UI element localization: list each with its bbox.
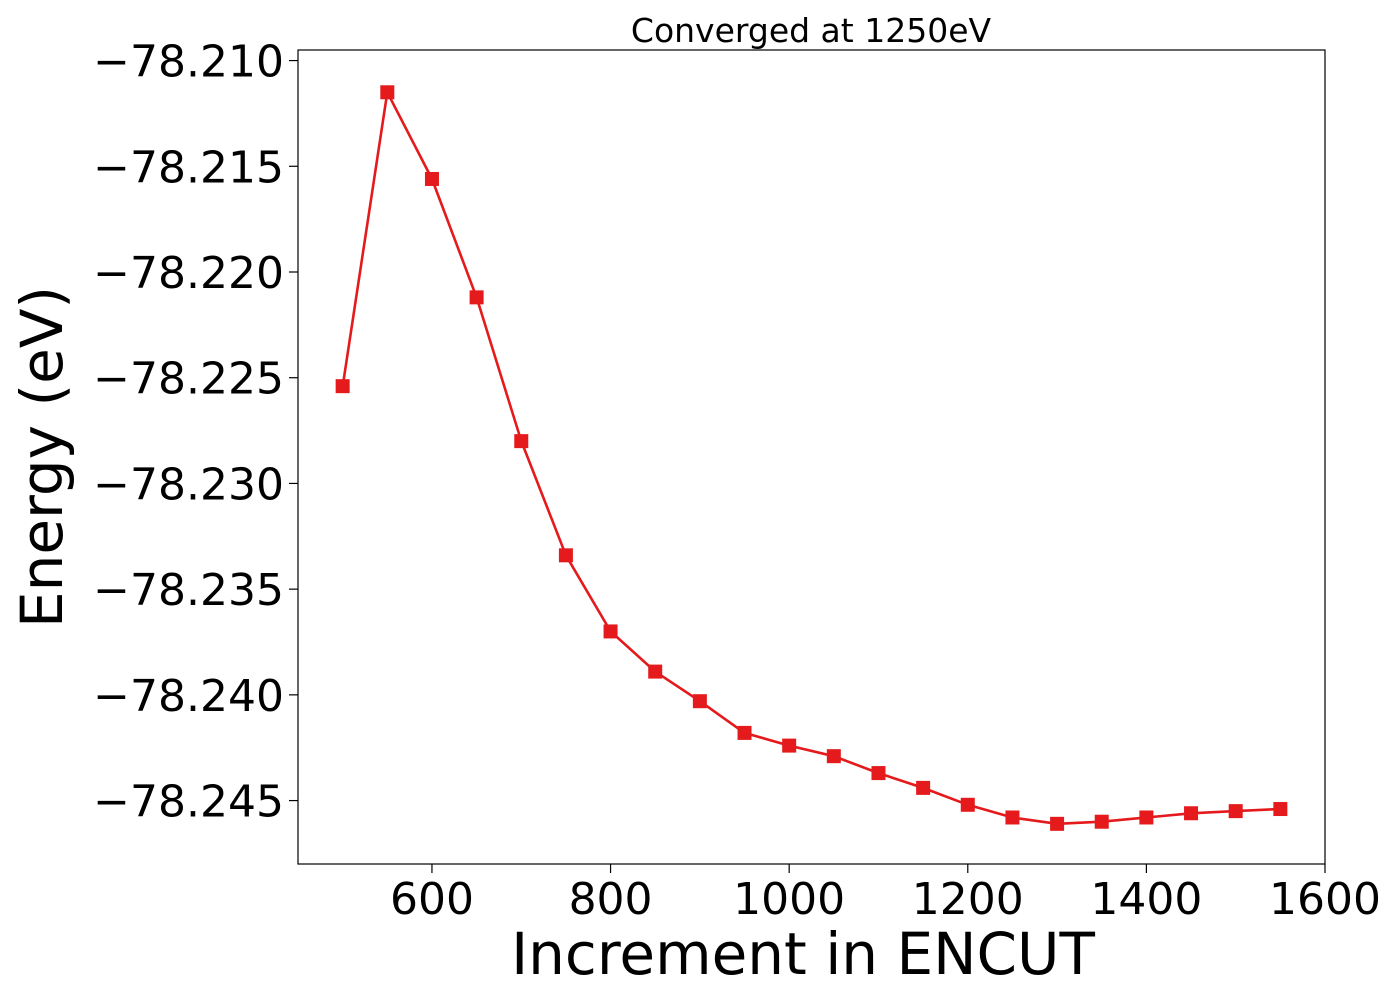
- data-point-marker: [380, 85, 395, 100]
- y-axis-label: Energy (eV): [8, 286, 76, 628]
- data-point-marker: [514, 434, 529, 449]
- data-point-marker: [782, 738, 797, 753]
- data-point-marker: [871, 766, 886, 781]
- data-point-marker: [558, 548, 573, 563]
- data-point-marker: [335, 379, 350, 394]
- series-line: [341, 91, 1281, 826]
- data-point-marker: [1184, 806, 1199, 821]
- x-tick-label: 1000: [733, 874, 845, 925]
- y-tick-label: −78.230: [93, 459, 284, 510]
- data-point-marker: [648, 664, 663, 679]
- data-point-marker: [424, 171, 439, 186]
- x-axis-label: Increment in ENCUT: [511, 920, 1095, 988]
- data-point-marker: [1050, 816, 1065, 831]
- x-axis: 600 800 1000 1200 1400 1600: [390, 864, 1381, 925]
- y-tick-label: −78.240: [93, 671, 284, 722]
- y-tick-label: −78.220: [93, 248, 284, 299]
- x-tick-label: 1600: [1269, 874, 1381, 925]
- y-tick-label: −78.210: [93, 37, 284, 88]
- data-point-marker: [1228, 804, 1243, 819]
- y-tick-label: −78.225: [93, 354, 284, 405]
- x-tick-label: 800: [569, 874, 653, 925]
- data-point-marker: [826, 749, 841, 764]
- data-point-marker: [1273, 802, 1288, 817]
- data-point-marker: [737, 725, 752, 740]
- x-tick-label: 600: [390, 874, 474, 925]
- x-tick-label: 1400: [1090, 874, 1202, 925]
- data-point-marker: [1005, 810, 1020, 825]
- y-tick-label: −78.245: [93, 777, 284, 828]
- data-point-marker: [1139, 810, 1154, 825]
- data-point-marker: [692, 694, 707, 709]
- data-point-marker: [469, 290, 484, 305]
- plot-area-frame: [297, 49, 1326, 865]
- data-point-marker: [916, 780, 931, 795]
- data-point-marker: [960, 797, 975, 812]
- chart-title: Converged at 1250eV: [631, 11, 992, 50]
- x-tick-label: 1200: [912, 874, 1024, 925]
- data-point-marker: [603, 624, 618, 639]
- data-point-marker: [1094, 814, 1109, 829]
- y-tick-label: −78.215: [93, 142, 284, 193]
- y-tick-label: −78.235: [93, 565, 284, 616]
- series-layer: [335, 85, 1288, 831]
- y-axis: −78.210 −78.215 −78.220 −78.225 −78.230 −78.2…: [93, 37, 298, 828]
